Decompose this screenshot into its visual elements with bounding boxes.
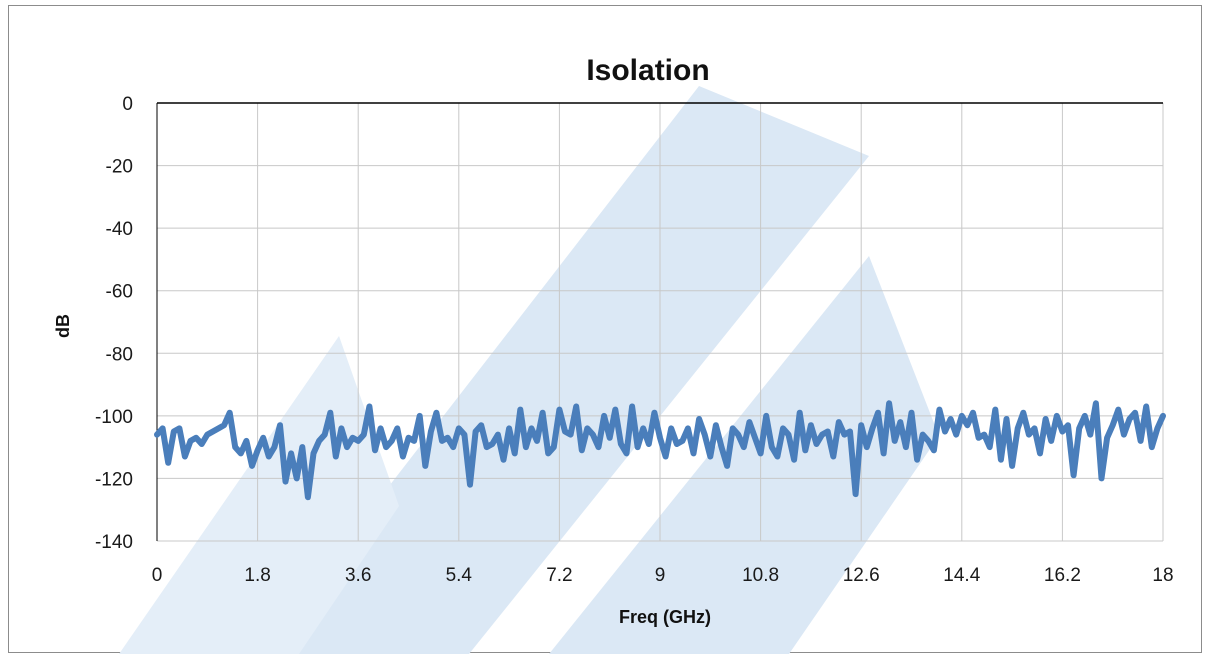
y-tick-label: -40 (106, 219, 133, 240)
series-group (154, 400, 1166, 501)
x-tick-label: 9 (655, 565, 666, 586)
x-tick-label: 1.8 (244, 565, 270, 586)
x-tick-label: 12.6 (843, 565, 880, 586)
y-tick-label: -60 (106, 282, 133, 303)
isolation-chart: 0 1.8 3.6 5.4 7.2 9 10.8 12.6 14.4 16.2 18 0 -20 -40… (53, 54, 1174, 654)
gridlines (156, 102, 1164, 542)
chart-title: Isolation (586, 54, 709, 87)
x-tick-label: 18 (1152, 565, 1173, 586)
y-tick-labels: 0 -20 -40 -60 -80 -100 -120 -140 (95, 94, 133, 553)
x-tick-label: 10.8 (742, 565, 779, 586)
chart-frame: 0 1.8 3.6 5.4 7.2 9 10.8 12.6 14.4 16.2 18 0 -20 -40… (8, 5, 1202, 654)
watermark-logo (119, 86, 939, 654)
x-tick-labels: 0 1.8 3.6 5.4 7.2 9 10.8 12.6 14.4 16.2 18 (152, 565, 1174, 586)
y-axis-label: dB (53, 314, 73, 338)
x-tick-label: 16.2 (1044, 565, 1081, 586)
y-tick-label: -100 (95, 407, 133, 428)
x-tick-label: 0 (152, 565, 163, 586)
x-tick-label: 3.6 (345, 565, 371, 586)
x-axis-label: Freq (GHz) (619, 607, 711, 627)
y-tick-label: -20 (106, 157, 133, 178)
y-tick-label: -80 (106, 344, 133, 365)
x-tick-label: 5.4 (446, 565, 473, 586)
y-tick-label: -140 (95, 532, 133, 553)
x-tick-label: 14.4 (943, 565, 980, 586)
x-tick-label: 7.2 (546, 565, 572, 586)
series-line (154, 400, 1166, 501)
y-tick-label: -120 (95, 469, 133, 490)
y-tick-label: 0 (122, 94, 133, 115)
